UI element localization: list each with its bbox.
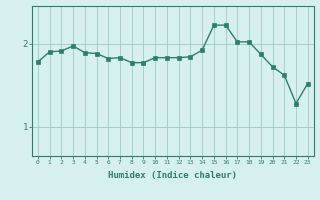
X-axis label: Humidex (Indice chaleur): Humidex (Indice chaleur) [108, 171, 237, 180]
